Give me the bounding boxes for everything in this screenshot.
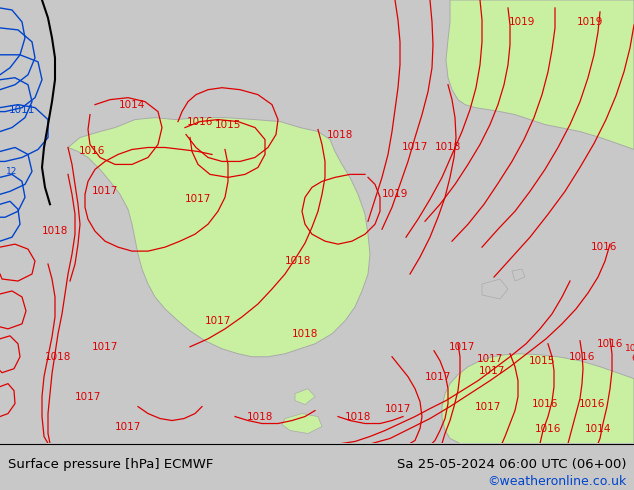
Text: 1014: 1014 xyxy=(119,99,145,110)
Text: 1017: 1017 xyxy=(402,143,428,152)
Text: 1017: 1017 xyxy=(475,402,501,412)
Text: 1017: 1017 xyxy=(115,421,141,432)
Text: 1019: 1019 xyxy=(382,189,408,199)
Text: 1015: 1015 xyxy=(529,356,555,366)
Polygon shape xyxy=(446,0,634,149)
Text: 1018: 1018 xyxy=(42,226,68,236)
Text: 1019: 1019 xyxy=(509,17,535,27)
Text: 1017: 1017 xyxy=(75,392,101,402)
Text: 1017: 1017 xyxy=(425,372,451,382)
Text: 1017: 1017 xyxy=(477,354,503,364)
Text: 1017: 1017 xyxy=(385,404,411,414)
Text: Surface pressure [hPa] ECMWF: Surface pressure [hPa] ECMWF xyxy=(8,458,213,471)
Text: 1018: 1018 xyxy=(435,143,461,152)
Text: 1016: 1016 xyxy=(535,423,561,434)
Polygon shape xyxy=(295,389,315,405)
Text: 1019: 1019 xyxy=(577,17,603,27)
Polygon shape xyxy=(68,118,370,357)
Text: 1018: 1018 xyxy=(45,352,71,362)
Text: 1017: 1017 xyxy=(449,342,476,352)
Text: 1018: 1018 xyxy=(345,412,371,421)
Text: 1017: 1017 xyxy=(479,366,505,376)
Polygon shape xyxy=(442,354,634,443)
Text: 12: 12 xyxy=(6,167,18,176)
Text: 1017: 1017 xyxy=(205,316,231,326)
Text: 1017: 1017 xyxy=(92,186,118,196)
Text: 1016: 1016 xyxy=(79,147,105,156)
Text: 1016: 1016 xyxy=(532,398,558,409)
Text: 1011: 1011 xyxy=(9,105,36,115)
Text: 1018: 1018 xyxy=(247,412,273,421)
Text: 1014: 1014 xyxy=(585,423,611,434)
Polygon shape xyxy=(282,414,322,434)
Polygon shape xyxy=(512,269,525,281)
Text: 1016: 1016 xyxy=(579,398,605,409)
Polygon shape xyxy=(482,279,508,299)
Text: 1015: 1015 xyxy=(215,120,241,129)
Text: 1017: 1017 xyxy=(92,342,118,352)
Text: 1017: 1017 xyxy=(185,195,211,204)
Text: 1018: 1018 xyxy=(292,329,318,339)
Text: 1016: 1016 xyxy=(569,352,595,362)
Text: ©weatheronline.co.uk: ©weatheronline.co.uk xyxy=(487,475,626,488)
Text: Sa 25-05-2024 06:00 UTC (06+00): Sa 25-05-2024 06:00 UTC (06+00) xyxy=(397,458,626,471)
Text: 1016: 1016 xyxy=(597,339,623,349)
Text: 1016: 1016 xyxy=(187,117,213,126)
Text: 1018: 1018 xyxy=(327,129,353,140)
Text: 101
6: 101 6 xyxy=(625,344,634,364)
Text: 1018: 1018 xyxy=(285,256,311,266)
Text: 1016: 1016 xyxy=(591,242,617,252)
